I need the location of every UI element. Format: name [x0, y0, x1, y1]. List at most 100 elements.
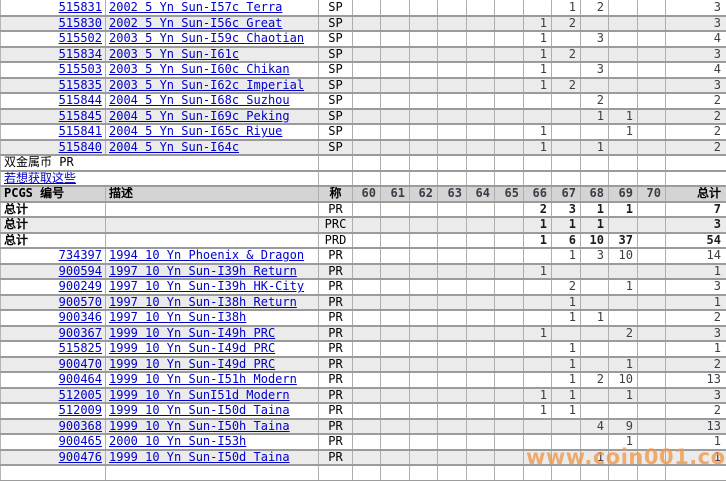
pcgs-number-cell: 900570	[0, 294, 106, 311]
description-link[interactable]: 1999 10 Yn Sun-I49d PRC	[109, 356, 276, 371]
grade-cell-62	[409, 325, 438, 342]
pcgs-number-link[interactable]: 515831	[58, 0, 102, 14]
pcgs-number-link[interactable]: 900570	[58, 294, 102, 309]
col-header-60: 60	[352, 186, 381, 203]
obtain-these-link[interactable]: 若想获取这些	[4, 170, 77, 185]
description-link[interactable]: 2004 5 Yn Sun-I69c Peking	[109, 108, 290, 123]
description-link[interactable]: 2003 5 Yn Sun-I60c Chikan	[109, 62, 290, 77]
grade-cell-64	[466, 449, 495, 466]
grade-cell-64	[466, 310, 495, 327]
grade-cell-68	[580, 403, 609, 420]
grade-cell-62	[409, 232, 438, 249]
pcgs-number-link[interactable]: 515825	[58, 341, 102, 356]
description-link[interactable]: 2003 5 Yn Sun-I59c Chaotian	[109, 31, 305, 46]
pcgs-number-link[interactable]: 900249	[58, 279, 102, 294]
description-link[interactable]: 2004 5 Yn Sun-I64c	[109, 139, 240, 154]
description-link[interactable]: 1997 10 Yn Sun-I39h HK-City	[109, 279, 305, 294]
totals-row: 总计 PRC 1 1 1 3	[0, 217, 726, 234]
grade-cell-66	[523, 108, 552, 125]
pcgs-number-link[interactable]: 900465	[58, 434, 102, 449]
description-link[interactable]: 1994 10 Yn Phoenix & Dragon	[109, 248, 305, 263]
description-link[interactable]: 2002 5 Yn Sun-I57c Terra	[109, 0, 283, 14]
empty-cell	[665, 155, 726, 172]
grade-cell-64	[466, 263, 495, 280]
description-link[interactable]: 1997 10 Yn Sun-I38h	[109, 310, 247, 325]
pcgs-number-cell: 515841	[0, 124, 106, 141]
empty-cell	[608, 155, 638, 172]
designation-cell: SP	[318, 108, 353, 125]
description-link[interactable]: 1999 10 Yn Sun-I49d PRC	[109, 341, 276, 356]
grade-cell-65	[494, 387, 524, 404]
description-link[interactable]: 1999 10 Yn SunI51d Modern	[109, 387, 290, 402]
pcgs-number-link[interactable]: 900594	[58, 263, 102, 278]
empty-cell	[494, 465, 524, 481]
description-link[interactable]: 2004 5 Yn Sun-I65c Riyue	[109, 124, 283, 139]
description-link[interactable]: 2002 5 Yn Sun-I56c Great	[109, 15, 283, 30]
designation-cell: PR	[318, 372, 353, 389]
pcgs-number-link[interactable]: 900464	[58, 372, 102, 387]
description-link[interactable]: 1999 10 Yn Sun-I50d Taina	[109, 449, 290, 464]
grade-cell-60	[352, 124, 381, 141]
grade-cell-63	[437, 108, 467, 125]
grade-cell-67: 1	[551, 341, 581, 358]
pcgs-number-link[interactable]: 734397	[58, 248, 102, 263]
grade-cell-70	[637, 201, 666, 218]
description-link[interactable]: 1997 10 Yn Sun-I38h Return	[109, 294, 297, 309]
grade-cell-66: 1	[523, 387, 552, 404]
pcgs-number-link[interactable]: 900476	[58, 449, 102, 464]
empty-cell	[352, 155, 381, 172]
grade-cell-63	[437, 263, 467, 280]
pcgs-number-link[interactable]: 515844	[58, 93, 102, 108]
pcgs-number-link[interactable]: 515845	[58, 108, 102, 123]
grade-cell-64	[466, 77, 495, 94]
sp-row: 515834 2003 5 Yn Sun-I61c SP 1 2 3	[0, 46, 726, 63]
grade-cell-69: 1	[608, 356, 638, 373]
pcgs-number-link[interactable]: 900368	[58, 418, 102, 433]
grade-cell-61	[380, 310, 410, 327]
grade-cell-66: 1	[523, 77, 552, 94]
description-link[interactable]: 1999 10 Yn Sun-I50d Taina	[109, 403, 290, 418]
pcgs-number-link[interactable]: 515503	[58, 62, 102, 77]
grade-cell-62	[409, 434, 438, 451]
pcgs-number-link[interactable]: 515841	[58, 124, 102, 139]
grade-cell-65	[494, 418, 524, 435]
totals-row: 总计 PRD 1 6 10 37 54	[0, 232, 726, 249]
grade-cell-68: 2	[580, 372, 609, 389]
description-link[interactable]: 2003 5 Yn Sun-I61c	[109, 46, 240, 61]
group-title: 双金属币 PR	[0, 155, 319, 172]
grade-cell-64	[466, 217, 495, 234]
pcgs-number-link[interactable]: 515835	[58, 77, 102, 92]
grade-cell-65	[494, 201, 524, 218]
description-link[interactable]: 2004 5 Yn Sun-I68c Suzhou	[109, 93, 290, 108]
pcgs-number-link[interactable]: 900470	[58, 356, 102, 371]
pcgs-number-link[interactable]: 515830	[58, 15, 102, 30]
grade-cell-63	[437, 294, 467, 311]
pcgs-number-link[interactable]: 515840	[58, 139, 102, 154]
description-link[interactable]: 2000 10 Yn Sun-I53h	[109, 434, 247, 449]
grade-cell-62	[409, 418, 438, 435]
description-link[interactable]: 1997 10 Yn Sun-I39h Return	[109, 263, 297, 278]
designation-cell: PR	[318, 310, 353, 327]
description-link[interactable]: 1999 10 Yn Sun-I49h PRC	[109, 325, 276, 340]
pcgs-number-link[interactable]: 515502	[58, 31, 102, 46]
pcgs-number-cell: 515834	[0, 46, 106, 63]
col-header-65: 65	[494, 186, 524, 203]
pr-row: 900476 1999 10 Yn Sun-I50d Taina PR 1 1	[0, 449, 726, 466]
pcgs-number-link[interactable]: 512009	[58, 403, 102, 418]
description-link[interactable]: 1999 10 Yn Sun-I51h Modern	[109, 372, 297, 387]
total-cell: 2	[665, 403, 726, 420]
designation-cell: PR	[318, 248, 353, 265]
pcgs-number-link[interactable]: 900367	[58, 325, 102, 340]
pcgs-number-link[interactable]: 512005	[58, 387, 102, 402]
grade-cell-61	[380, 139, 410, 156]
empty-cell	[637, 465, 666, 481]
description-link[interactable]: 1999 10 Yn Sun-I50h Taina	[109, 418, 290, 433]
pcgs-number-link[interactable]: 515834	[58, 46, 102, 61]
grade-cell-64	[466, 201, 495, 218]
description-link[interactable]: 2003 5 Yn Sun-I62c Imperial	[109, 77, 305, 92]
grade-cell-69	[608, 31, 638, 48]
pcgs-number-cell: 900346	[0, 310, 106, 327]
grade-cell-69	[608, 263, 638, 280]
grade-cell-66	[523, 372, 552, 389]
pcgs-number-link[interactable]: 900346	[58, 310, 102, 325]
